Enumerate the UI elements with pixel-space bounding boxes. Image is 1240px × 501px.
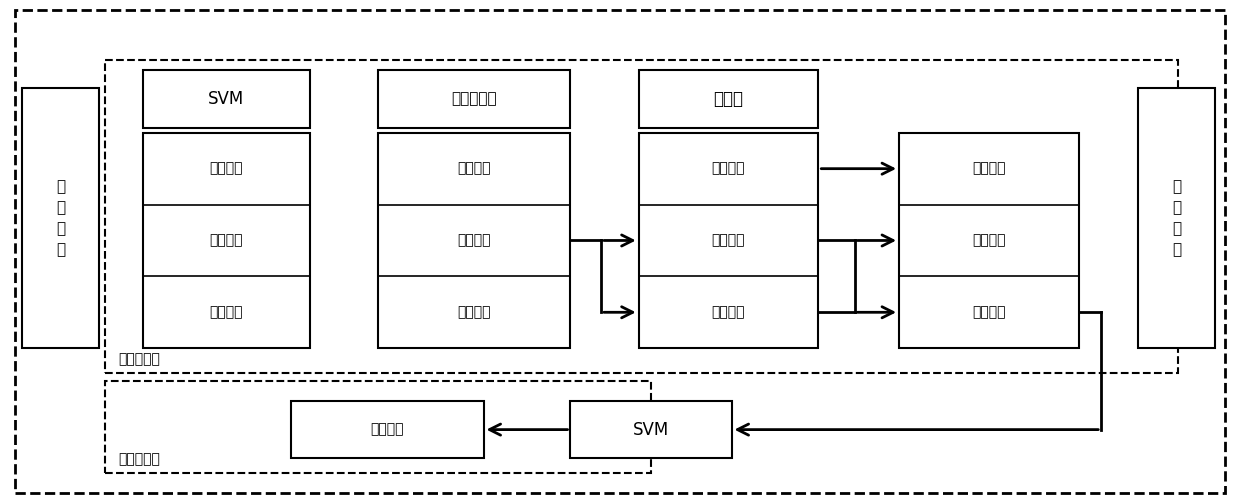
Text: 训练数据: 训练数据 [210,162,243,176]
Bar [22,88,99,348]
Text: 次级分类器: 次级分类器 [118,452,160,466]
Bar [639,70,818,128]
Bar [143,70,310,128]
Text: 初级分类器: 初级分类器 [118,352,160,366]
Text: 朴素贝叶斯: 朴素贝叶斯 [451,92,497,106]
Text: 训练数据: 训练数据 [712,233,745,247]
Text: 训练数据: 训练数据 [712,305,745,319]
Text: 训
练
数
据: 训 练 数 据 [56,179,66,257]
Text: 预测数据: 预测数据 [712,162,745,176]
Text: SVM: SVM [208,90,244,108]
Bar [105,381,651,473]
Text: 预测数据: 预测数据 [371,423,404,436]
Text: 决策树: 决策树 [713,90,744,108]
Text: 训练数据: 训练数据 [458,305,491,319]
Bar [143,133,310,348]
Text: 预测数据: 预测数据 [972,162,1006,176]
Bar [378,70,570,128]
Text: 预测数据: 预测数据 [458,233,491,247]
Bar [378,133,570,348]
Text: 训
练
数
据: 训 练 数 据 [1172,179,1182,257]
Bar [639,133,818,348]
Text: 预测数据: 预测数据 [210,305,243,319]
Bar [1138,88,1215,348]
Bar [899,133,1079,348]
Bar [105,60,1178,373]
Text: 训练数据: 训练数据 [458,162,491,176]
Bar [570,401,732,458]
Text: SVM: SVM [632,421,670,438]
Text: 预测数据: 预测数据 [972,305,1006,319]
Text: 训练数据: 训练数据 [210,233,243,247]
Bar [291,401,484,458]
Text: 预测数据: 预测数据 [972,233,1006,247]
